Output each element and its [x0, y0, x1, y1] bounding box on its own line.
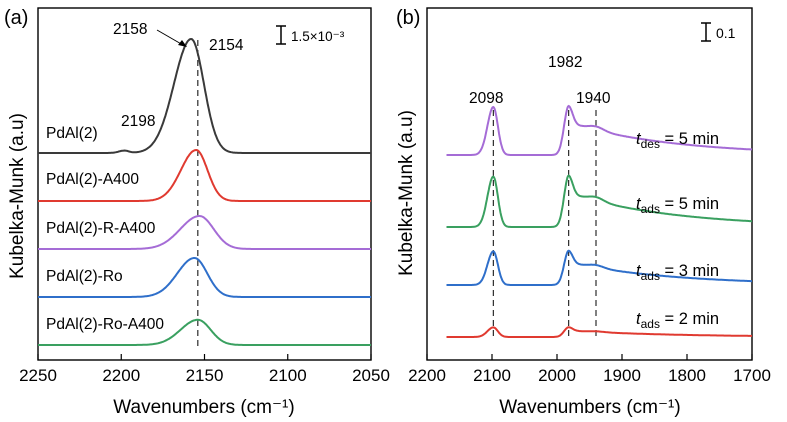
- series-label-pdal-2: PdAl(2): [46, 125, 98, 142]
- series-line-pdal-2: [38, 37, 371, 154]
- panel-b-x-ticks: [426, 354, 753, 360]
- panel-b-x-axis-label: Wavenumbers (cm⁻¹): [499, 397, 680, 418]
- series-label-pdal-2-ro: PdAl(2)-Ro: [46, 268, 123, 285]
- panel-a-label: (a): [4, 7, 28, 29]
- peak-label-2158: 2158: [113, 21, 147, 38]
- panel-a-x-tick-label-2050: 2050: [352, 366, 390, 385]
- peak-label-1982: 1982: [548, 54, 582, 71]
- series-line-pdal-2-r-a400: [38, 215, 371, 250]
- panel-a-x-axis-label: Wavenumbers (cm⁻¹): [113, 397, 294, 418]
- series-line-t-des-5-min: [446, 104, 753, 156]
- panel-a-x-tick-label-2100: 2100: [269, 366, 307, 385]
- series-label-pdal-2-ro-a400: PdAl(2)-Ro-A400: [46, 316, 164, 333]
- panel-b-x-tick-label-2100: 2100: [473, 366, 511, 385]
- series-line-t-ads-2-min: [446, 326, 752, 338]
- panel-a-y-axis-label: Kubelka-Munk (a.u): [7, 113, 28, 279]
- panel-a: (a) 2250 2200 2150 2100 2050 PdAl(2) PdAl(2)-…: [4, 7, 390, 418]
- panel-b-scale-bar-label: 0.1: [716, 25, 736, 41]
- panel-b-x-tick-label-2000: 2000: [538, 366, 576, 385]
- panel-b-y-axis-label: Kubelka-Munk (a.u): [396, 110, 417, 276]
- panel-a-x-ticks: [37, 354, 372, 360]
- panel-a-x-tick-label-2150: 2150: [186, 366, 224, 385]
- panel-a-x-tick-label-2200: 2200: [102, 366, 140, 385]
- panel-b: (b) 2200 2100 2000 1900 1800 1700 tdes = 5 mi…: [396, 7, 771, 418]
- panel-b-series-labels: tdes = 5 min tads = 5 min tads = 3 min tads…: [636, 130, 719, 331]
- series-label-t-des-5-min: tdes = 5 min: [636, 130, 719, 151]
- series-line-t-ads-5-min: [446, 174, 752, 228]
- panel-a-scale-bar: [276, 25, 286, 45]
- series-line-pdal-2-a400: [38, 148, 371, 202]
- panel-b-x-tick-label-1800: 1800: [668, 366, 706, 385]
- panel-a-series: [38, 37, 371, 346]
- peak-label-2154: 2154: [209, 37, 244, 54]
- panel-b-x-tick-label-2200: 2200: [408, 366, 446, 385]
- peak-label-1940: 1940: [576, 90, 611, 107]
- peak-arrow-2158: [156, 29, 184, 46]
- panel-b-x-tick-labels: 2200 2100 2000 1900 1800 1700: [408, 366, 771, 385]
- series-label-pdal-2-a400: PdAl(2)-A400: [46, 171, 139, 188]
- peak-label-2198: 2198: [121, 113, 155, 130]
- series-line-t-ads-3-min: [446, 249, 752, 286]
- series-label-t-ads-3-min: tads = 3 min: [636, 262, 719, 283]
- panel-b-x-tick-label-1900: 1900: [603, 366, 641, 385]
- panel-b-frame: [426, 7, 753, 361]
- series-label-t-ads-5-min: tads = 5 min: [636, 195, 719, 216]
- peak-label-2098: 2098: [469, 90, 503, 107]
- panel-a-series-labels: PdAl(2) PdAl(2)-A400 PdAl(2)-R-A400 PdAl(2)…: [46, 125, 164, 333]
- panel-a-scale-bar-label: 1.5×10⁻³: [291, 29, 345, 44]
- peak-arrowhead-2158: [178, 40, 187, 47]
- panel-a-x-tick-labels: 2250 2200 2150 2100 2050: [19, 366, 390, 385]
- series-line-pdal-2-ro: [38, 257, 371, 298]
- panel-b-series: [446, 104, 753, 338]
- panel-b-label: (b): [396, 7, 420, 29]
- series-line-pdal-2-ro-a400: [38, 318, 371, 346]
- series-label-pdal-2-r-a400: PdAl(2)-R-A400: [46, 220, 156, 237]
- panel-a-x-tick-label-2250: 2250: [19, 366, 57, 385]
- panel-b-x-tick-label-1700: 1700: [733, 366, 771, 385]
- panel-b-reference-lines: [492, 110, 597, 336]
- panel-b-scale-bar: [701, 22, 711, 42]
- series-label-t-ads-2-min: tads = 2 min: [636, 310, 719, 331]
